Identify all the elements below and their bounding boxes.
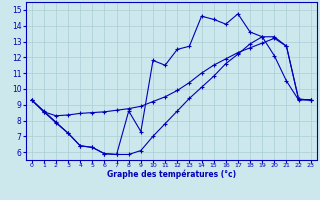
- X-axis label: Graphe des températures (°c): Graphe des températures (°c): [107, 170, 236, 179]
